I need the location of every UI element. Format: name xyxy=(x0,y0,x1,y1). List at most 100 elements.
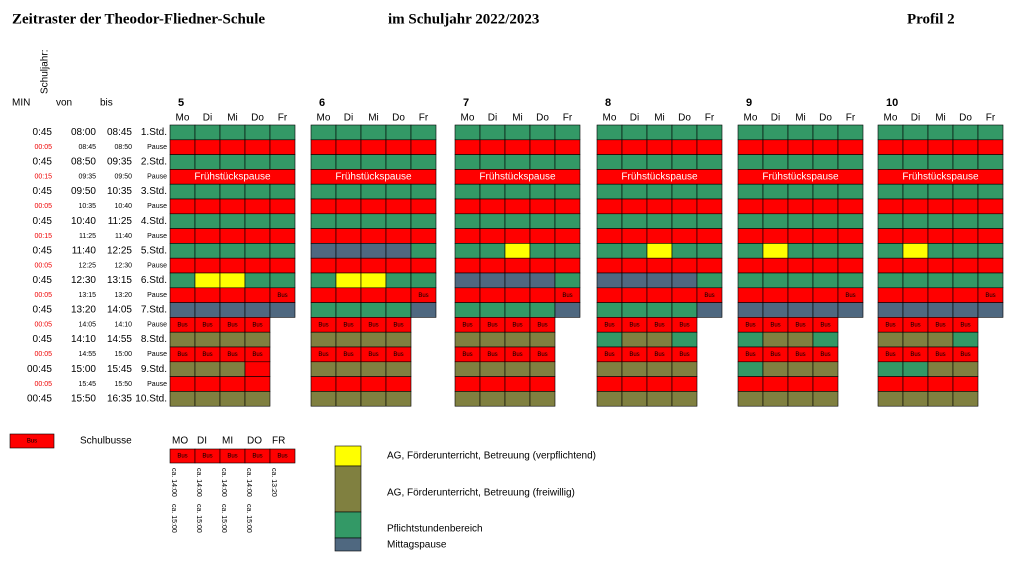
bus-label: Bus xyxy=(487,352,497,358)
cell xyxy=(737,243,764,259)
cell xyxy=(479,213,506,229)
period-label: Pause xyxy=(147,174,167,181)
cell xyxy=(194,124,221,141)
cell xyxy=(504,331,531,348)
cell xyxy=(877,213,904,229)
cell xyxy=(621,287,648,303)
end-time: 09:50 xyxy=(114,174,132,181)
end-time: 10:40 xyxy=(114,203,132,210)
cell xyxy=(696,124,723,141)
cell xyxy=(360,198,387,215)
cell xyxy=(529,361,556,377)
cell xyxy=(335,139,362,155)
cell xyxy=(952,228,979,244)
start-time: 13:15 xyxy=(78,292,96,299)
cell xyxy=(927,183,954,200)
cell xyxy=(479,154,506,170)
cell xyxy=(269,213,296,229)
schuljahr-label: Schuljahr: xyxy=(40,50,51,94)
cell xyxy=(696,243,723,259)
cell xyxy=(977,198,1004,215)
cell xyxy=(596,213,623,229)
legend-swatch xyxy=(334,445,362,467)
bus-label: Bus xyxy=(935,352,945,358)
day-label: Mo xyxy=(461,113,475,124)
cell xyxy=(927,376,954,392)
bus-box-label: Bus xyxy=(202,454,212,460)
cell xyxy=(385,154,412,170)
cell xyxy=(454,287,481,303)
cell xyxy=(385,376,412,392)
cell xyxy=(952,139,979,155)
cell xyxy=(244,124,271,141)
bus-label: Bus xyxy=(202,352,212,358)
bus-label: Bus xyxy=(935,322,945,328)
cell xyxy=(504,213,531,229)
cell xyxy=(671,376,698,392)
cell xyxy=(194,376,221,392)
cell xyxy=(837,213,864,229)
cell xyxy=(385,213,412,229)
day-label: Mi xyxy=(935,113,946,124)
cell xyxy=(877,331,904,348)
bus-label: Bus xyxy=(562,293,572,299)
cell xyxy=(927,213,954,229)
cell xyxy=(219,302,246,318)
cell xyxy=(952,376,979,392)
end-time: 14:05 xyxy=(107,305,132,316)
cell xyxy=(902,376,929,392)
cell xyxy=(454,272,481,289)
cell xyxy=(194,139,221,155)
cell xyxy=(554,154,581,170)
cell xyxy=(169,124,196,141)
period-label: 10.Std. xyxy=(135,393,167,404)
cell xyxy=(244,331,271,348)
cell xyxy=(596,154,623,170)
cell xyxy=(479,391,506,407)
start-time: 12:25 xyxy=(78,262,96,269)
cell xyxy=(737,302,764,318)
cell xyxy=(194,243,221,259)
cell xyxy=(762,302,789,318)
cell xyxy=(410,213,437,229)
cell xyxy=(596,331,623,348)
bus-label: Bus xyxy=(704,293,714,299)
cell xyxy=(169,243,196,259)
day-label: Fr xyxy=(986,113,996,124)
cell xyxy=(219,139,246,155)
bus-label: Bus xyxy=(654,352,664,358)
cell xyxy=(385,272,412,289)
cell xyxy=(479,183,506,200)
cell xyxy=(504,287,531,303)
bus-key-label: Bus xyxy=(27,439,37,445)
bus-label: Bus xyxy=(252,322,262,328)
cell xyxy=(762,228,789,244)
cell xyxy=(902,302,929,318)
cell xyxy=(952,287,979,303)
bus-label: Bus xyxy=(745,352,755,358)
bus-label: Bus xyxy=(845,293,855,299)
cell xyxy=(902,213,929,229)
cell xyxy=(310,257,337,274)
cell xyxy=(737,139,764,155)
cell xyxy=(787,287,814,303)
cell xyxy=(529,272,556,289)
cell xyxy=(410,228,437,244)
cell xyxy=(812,257,839,274)
cell xyxy=(385,331,412,348)
cell xyxy=(621,376,648,392)
cell xyxy=(529,228,556,244)
cell xyxy=(219,243,246,259)
cell xyxy=(812,139,839,155)
cell xyxy=(762,361,789,377)
cell xyxy=(952,213,979,229)
cell xyxy=(812,124,839,141)
cell xyxy=(762,257,789,274)
cell xyxy=(269,154,296,170)
bus-label: Bus xyxy=(512,352,522,358)
cell xyxy=(902,243,929,259)
cell xyxy=(737,198,764,215)
cell xyxy=(787,198,814,215)
period-label: 7.Std. xyxy=(141,305,167,316)
cell xyxy=(646,124,673,141)
